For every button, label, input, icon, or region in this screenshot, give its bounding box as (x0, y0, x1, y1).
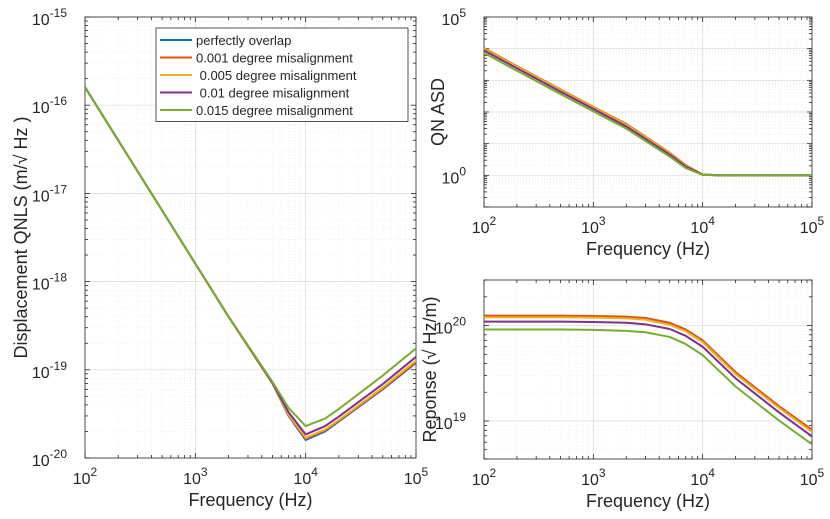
x-tick-label: 104 (690, 466, 715, 489)
tick-marks (84, 16, 417, 459)
series-group (85, 86, 416, 441)
y-tick-label: 10-16 (32, 94, 67, 117)
chart-qnls: 102 103 104 105 10-20 10-19 10-18 10-17 10-16 10-… (11, 6, 429, 510)
series-group (484, 314, 812, 446)
grid-lines (483, 16, 812, 208)
series-group (484, 47, 812, 177)
legend-label-2: 0.005 degree misalignment (196, 68, 357, 83)
series-line-4 (484, 328, 812, 446)
x-axis-label: Frequency (Hz) (188, 490, 312, 510)
y-axis-label: QN ASD (428, 78, 448, 146)
y-axis-label: Displacement QNLS (m/√ Hz ) (11, 117, 31, 359)
x-tick-label: 105 (800, 466, 825, 489)
axes-box (483, 279, 813, 460)
y-tick-label: 100 (442, 164, 467, 187)
x-axis-label: Frequency (Hz) (586, 491, 710, 511)
legend: perfectly overlap 0.001 degree misalignme… (155, 27, 409, 122)
tick-marks (483, 279, 813, 460)
series-line-4 (484, 51, 812, 177)
x-tick-label: 105 (404, 465, 429, 488)
series-line-4 (85, 86, 416, 428)
y-tick-label: 105 (442, 6, 467, 29)
x-axis-label: Frequency (Hz) (586, 239, 710, 259)
chart-qn-asd: 102 103 104 105 100 105 Frequency (Hz) QN ASD (428, 6, 825, 259)
legend-label-3: 0.01 degree misalignment (196, 86, 350, 101)
y-tick-label: 10-20 (32, 447, 67, 470)
y-tick-label: 10-17 (32, 182, 67, 205)
x-tick-label: 102 (472, 214, 497, 237)
legend-label-4: 0.015 degree misalignment (196, 103, 353, 118)
x-tick-label: 104 (690, 214, 715, 237)
y-tick-label: 10-15 (32, 6, 67, 29)
series-line-1 (484, 314, 812, 431)
x-tick-label: 102 (73, 465, 98, 488)
x-tick-label: 102 (472, 466, 497, 489)
y-tick-label: 1020 (435, 315, 466, 338)
x-tick-label: 103 (183, 465, 208, 488)
series-line-2 (484, 316, 812, 433)
chart-response: 102 103 104 105 1019 1020 Frequency (Hz) Repons… (420, 279, 825, 511)
x-tick-label: 103 (581, 466, 606, 489)
x-tick-label: 104 (293, 465, 318, 488)
legend-label-1: 0.001 degree misalignment (196, 51, 353, 66)
x-tick-label: 105 (800, 214, 825, 237)
y-tick-label: 1019 (435, 410, 466, 433)
legend-box (155, 27, 409, 122)
y-tick-label: 10-18 (32, 271, 67, 294)
y-tick-label: 10-19 (32, 359, 67, 382)
x-tick-label: 103 (581, 214, 606, 237)
legend-label-0: perfectly overlap (196, 33, 291, 48)
series-line-3 (484, 320, 812, 438)
y-axis-label: Reponse (√ Hz/m) (420, 297, 440, 443)
axes-box (84, 16, 417, 459)
